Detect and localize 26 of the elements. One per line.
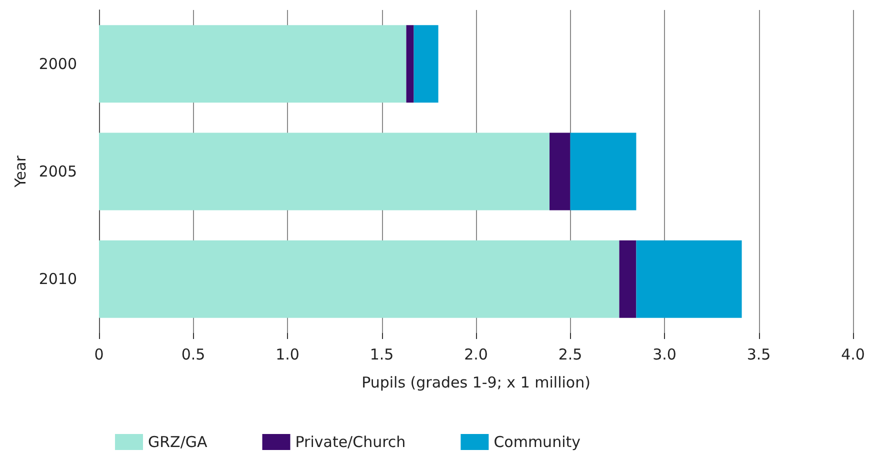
bar bbox=[99, 240, 620, 318]
x-tick-label: 3.0 bbox=[652, 346, 676, 364]
bar bbox=[636, 240, 742, 318]
bar bbox=[99, 132, 550, 210]
bar bbox=[619, 240, 636, 318]
legend-label: Community bbox=[494, 433, 581, 451]
bar bbox=[406, 25, 414, 103]
y-axis-title: Year bbox=[11, 154, 30, 188]
x-tick-label: 2.0 bbox=[464, 346, 488, 364]
x-tick-label: 3.5 bbox=[746, 346, 771, 364]
x-tick-label: 2.5 bbox=[558, 346, 582, 364]
bar bbox=[414, 25, 438, 103]
legend-label: GRZ/GA bbox=[148, 433, 208, 451]
legend-label: Private/Church bbox=[295, 433, 406, 451]
x-tick-label: 1.5 bbox=[370, 346, 394, 364]
bar bbox=[550, 132, 570, 210]
x-tick-label: 0 bbox=[94, 346, 104, 364]
x-tick-label: 0.5 bbox=[181, 346, 206, 364]
y-tick-label: 2000 bbox=[38, 54, 77, 73]
bar bbox=[99, 25, 406, 103]
x-axis-title: Pupils (grades 1-9; x 1 million) bbox=[362, 374, 590, 392]
x-tick-label: 1.0 bbox=[276, 346, 300, 364]
y-tick-label: 2005 bbox=[38, 162, 77, 180]
y-tick-label: 2010 bbox=[38, 270, 77, 288]
x-tick-label: 4.0 bbox=[841, 346, 865, 364]
bar bbox=[570, 132, 636, 210]
